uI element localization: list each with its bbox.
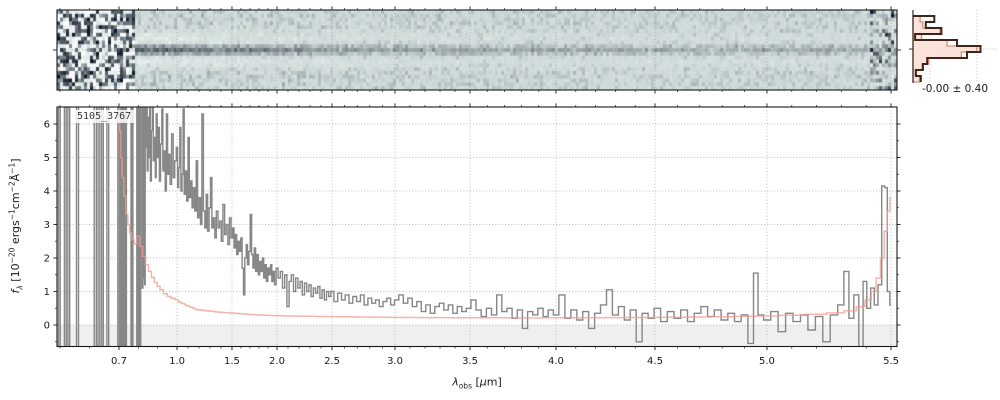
panel-frames	[56, 9, 898, 348]
svg-text:4.5: 4.5	[647, 356, 663, 367]
svg-text:0.7: 0.7	[111, 356, 127, 367]
svg-text:0: 0	[44, 321, 50, 332]
svg-text:5.5: 5.5	[883, 356, 899, 367]
y-axis-label: fλ [10−20 ergs−1cm−2Å−1]	[7, 158, 25, 294]
svg-text:2.5: 2.5	[324, 356, 340, 367]
svg-text:3.5: 3.5	[462, 356, 478, 367]
x-axis-label: λobs [μm]	[452, 375, 502, 391]
profile-histogram	[909, 10, 997, 89]
svg-text:4.0: 4.0	[548, 356, 564, 367]
y-tick-labels: 0 1 2 3 4 5 6	[44, 120, 50, 332]
spec2d-overlay	[57, 10, 897, 90]
x-tick-labels: 0.7 1.0 1.5 2.0 2.5 3.0 3.5 4.0 4.5 5.0 5.5	[111, 356, 899, 367]
spectrum-series	[57, 107, 891, 347]
svg-text:3.0: 3.0	[387, 356, 403, 367]
svg-text:1.5: 1.5	[224, 356, 240, 367]
axis-ticks	[53, 6, 901, 351]
svg-text:1.0: 1.0	[169, 356, 185, 367]
profile-model-hist	[912, 15, 978, 83]
flux-line	[57, 107, 891, 347]
svg-text:5: 5	[44, 153, 50, 164]
svg-text:5.0: 5.0	[759, 356, 775, 367]
profile-stats-label: -0.00 ± 0.40	[908, 83, 1000, 95]
svg-text:2: 2	[44, 254, 50, 265]
profile-data-hist	[913, 15, 982, 82]
svg-text:6: 6	[44, 120, 50, 131]
uncertainty-line	[118, 107, 891, 319]
spec2d-image	[57, 10, 897, 90]
svg-text:4: 4	[44, 187, 50, 198]
svg-text:2.0: 2.0	[269, 356, 285, 367]
svg-text:3: 3	[44, 220, 50, 231]
source-id-label: 5105_3767	[74, 110, 135, 123]
below-zero-shade	[57, 325, 897, 347]
svg-text:1: 1	[44, 287, 50, 298]
main-gridlines	[57, 107, 897, 347]
